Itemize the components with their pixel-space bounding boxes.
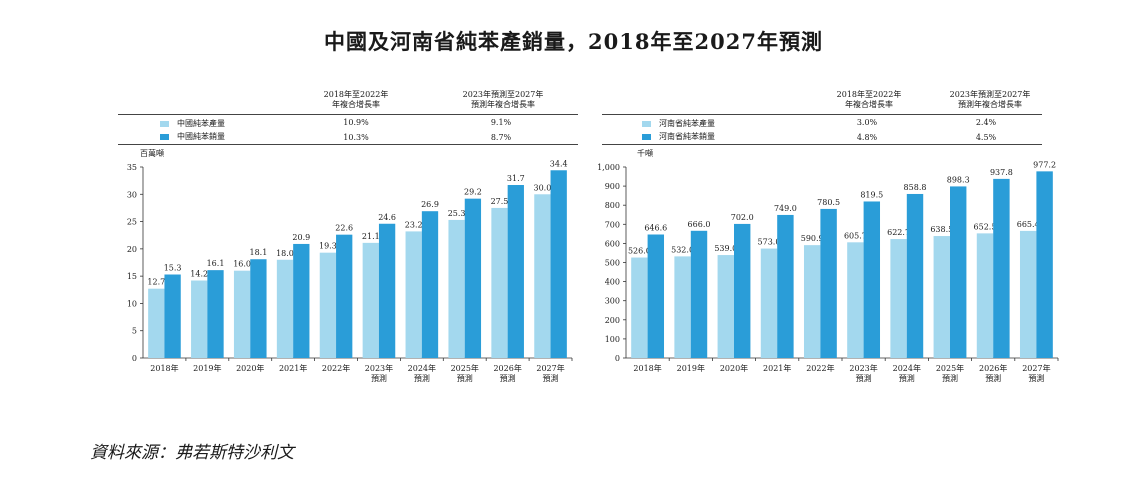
cagr-value: 9.1% (490, 118, 512, 127)
legend-label: 河南省純苯產量 (659, 119, 715, 128)
header-rule (602, 114, 1042, 115)
legend-label: 中國純苯銷量 (177, 132, 225, 141)
cagr-value: 3.0% (856, 118, 878, 127)
cagr-value: 8.7% (490, 133, 512, 142)
legend-rule (118, 144, 578, 145)
source-note: 資料來源：弗若斯特沙利文 (90, 443, 294, 463)
page-title: 中國及河南省純苯產銷量，2018年至2027年預測 (324, 29, 823, 54)
legend-item-production: 河南省純苯產量 (642, 118, 715, 129)
cagr-value: 4.8% (856, 133, 878, 142)
cagr-header-2018-2022: 2018年至2022年 年複合增長率 (836, 90, 902, 109)
legend-item-sales: 河南省純苯銷量 (642, 131, 715, 142)
legend-rule (602, 144, 1042, 145)
cagr-header-2018-2022: 2018年至2022年 年複合增長率 (323, 90, 389, 109)
henan-chart-panel: 2018年至2022年 年複合增長率 2023年預測至2027年 預測年複合增長… (602, 80, 1062, 400)
header-rule (118, 114, 578, 115)
legend-item-production: 中國純苯產量 (160, 118, 225, 129)
legend-item-sales: 中國純苯銷量 (160, 131, 225, 142)
cagr-value: 10.9% (343, 118, 369, 127)
legend-label: 中國純苯產量 (177, 119, 225, 128)
cagr-value: 4.5% (975, 133, 997, 142)
china-chart-panel: 2018年至2022年 年複合增長率 2023年預測至2027年 預測年複合增長… (118, 80, 578, 400)
legend-swatch-sales (160, 133, 169, 140)
legend-swatch-production (160, 120, 169, 127)
legend-label: 河南省純苯銷量 (659, 132, 715, 141)
cagr-header-2023-2027: 2023年預測至2027年 預測年複合增長率 (462, 90, 544, 109)
legend-swatch-sales (642, 133, 651, 140)
legend-swatch-production (642, 120, 651, 127)
cagr-value: 2.4% (975, 118, 997, 127)
cagr-value: 10.3% (343, 133, 369, 142)
cagr-header-2023-2027: 2023年預測至2027年 預測年複合增長率 (949, 90, 1031, 109)
